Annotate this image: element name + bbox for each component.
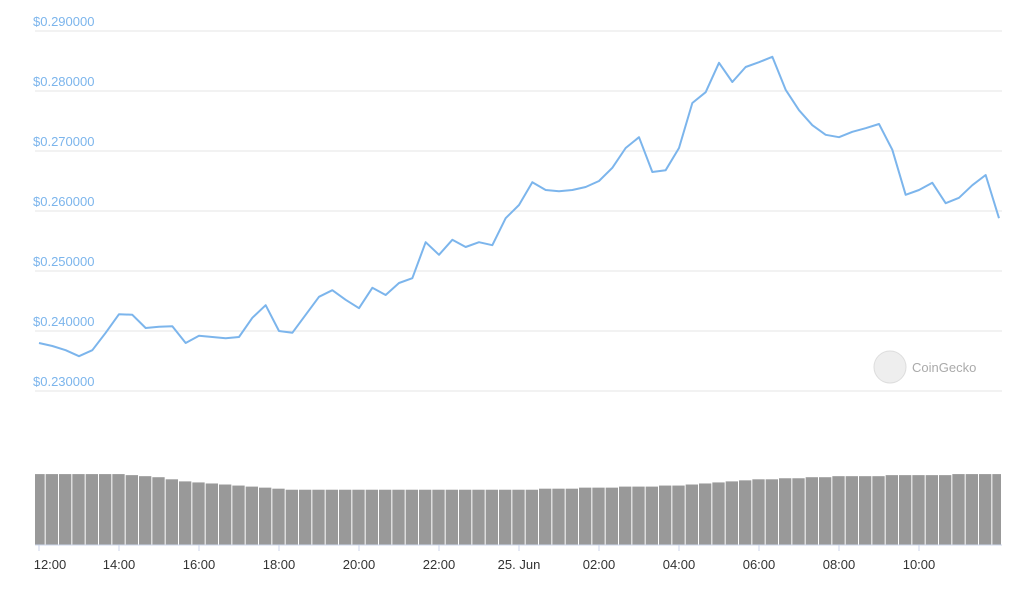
volume-bar xyxy=(819,477,832,545)
volume-bar xyxy=(485,489,498,545)
x-tick-label: 18:00 xyxy=(263,557,296,572)
watermark-text: CoinGecko xyxy=(912,360,976,375)
volume-bar xyxy=(792,478,805,545)
x-tick-label: 08:00 xyxy=(823,557,856,572)
volume-bar xyxy=(325,489,338,545)
x-tick-label: 20:00 xyxy=(343,557,376,572)
volume-bar xyxy=(45,474,58,545)
volume-bar xyxy=(939,475,952,545)
volume-bar xyxy=(339,489,352,545)
volume-bar xyxy=(205,483,218,545)
volume-bar xyxy=(379,489,392,545)
x-tick-label: 25. Jun xyxy=(498,557,541,572)
volume-bar xyxy=(85,474,98,545)
volume-bar xyxy=(712,482,725,545)
volume-bar xyxy=(552,488,565,545)
x-tick-label: 22:00 xyxy=(423,557,456,572)
volume-bar xyxy=(632,486,645,545)
volume-bar xyxy=(152,477,165,545)
volume-bar xyxy=(312,489,325,545)
volume-bar xyxy=(659,485,672,545)
volume-bar xyxy=(645,486,658,545)
x-tick-label: 12:00 xyxy=(34,557,67,572)
volume-bar xyxy=(392,489,405,545)
volume-bar xyxy=(179,481,192,545)
volume-bar xyxy=(59,474,72,545)
volume-bar xyxy=(992,474,1001,545)
y-tick-label: $0.260000 xyxy=(33,194,94,209)
volume-bar xyxy=(232,485,245,545)
volume-bar xyxy=(899,475,912,545)
volume-bar xyxy=(592,487,605,545)
price-line xyxy=(38,55,1000,358)
volume-bar xyxy=(445,489,458,545)
volume-bar xyxy=(539,488,552,545)
volume-bar xyxy=(859,476,872,545)
volume-bar xyxy=(139,476,152,545)
volume-bar xyxy=(245,486,258,545)
volume-bar xyxy=(405,489,418,545)
volume-bar xyxy=(832,476,845,545)
volume-bar xyxy=(779,478,792,545)
watermark-logo xyxy=(873,350,907,384)
volume-bar xyxy=(419,489,432,545)
volume-bar xyxy=(979,474,992,545)
volume-bar xyxy=(72,474,85,545)
volume-bar xyxy=(285,489,298,545)
x-tick-label: 14:00 xyxy=(103,557,136,572)
y-tick-label: $0.230000 xyxy=(33,374,94,389)
volume-bar xyxy=(952,474,965,545)
volume-bar xyxy=(579,487,592,545)
volume-bar xyxy=(765,479,778,545)
volume-bar xyxy=(35,474,45,545)
volume-bar xyxy=(805,477,818,545)
x-tick-label: 06:00 xyxy=(743,557,776,572)
volume-bar xyxy=(299,489,312,545)
volume-bar xyxy=(739,480,752,545)
volume-bar xyxy=(619,486,632,545)
volume-bar xyxy=(499,489,512,545)
volume-bar xyxy=(565,488,578,545)
volume-bar xyxy=(272,488,285,545)
y-tick-label: $0.240000 xyxy=(33,314,94,329)
y-tick-label: $0.270000 xyxy=(33,134,94,149)
y-tick-label: $0.250000 xyxy=(33,254,94,269)
volume-bar xyxy=(845,476,858,545)
volume-bar xyxy=(912,475,925,545)
volume-bar xyxy=(259,487,272,545)
x-tick-label: 04:00 xyxy=(663,557,696,572)
volume-bar xyxy=(725,481,738,545)
volume-bar xyxy=(752,479,765,545)
volume-bar xyxy=(965,474,978,545)
volume-bar xyxy=(925,475,938,545)
volume-bar xyxy=(432,489,445,545)
y-tick-label: $0.280000 xyxy=(33,74,94,89)
volume-bar xyxy=(605,487,618,545)
volume-bar xyxy=(352,489,365,545)
volume-bar xyxy=(99,474,112,545)
volume-bar xyxy=(885,475,898,545)
volume-bar xyxy=(112,474,125,545)
x-tick-label: 10:00 xyxy=(903,557,936,572)
x-tick-label: 02:00 xyxy=(583,557,616,572)
volume-bar xyxy=(525,489,538,545)
volume-bar xyxy=(672,485,685,545)
volume-bar xyxy=(472,489,485,545)
volume-bar xyxy=(365,489,378,545)
volume-bar xyxy=(219,484,232,545)
volume-bar xyxy=(459,489,472,545)
x-tick-label: 16:00 xyxy=(183,557,216,572)
volume-bar xyxy=(699,483,712,545)
volume-bar xyxy=(165,479,178,545)
volume-bar xyxy=(872,476,885,545)
volume-bar xyxy=(192,482,205,545)
watermark: CoinGecko xyxy=(873,350,976,384)
volume-bar xyxy=(512,489,525,545)
y-tick-label: $0.290000 xyxy=(33,14,94,29)
volume-bar xyxy=(125,475,138,545)
volume-bar xyxy=(685,484,698,545)
